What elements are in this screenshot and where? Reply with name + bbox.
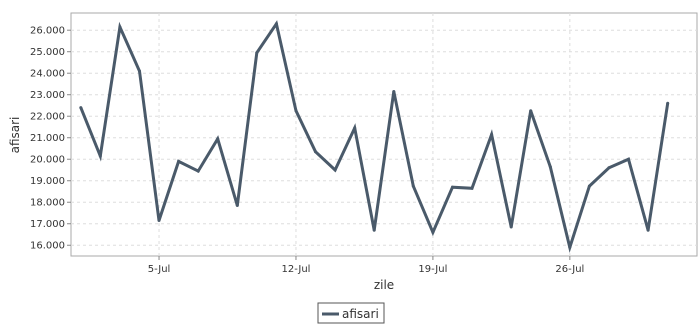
data-point (627, 157, 630, 161)
data-point (431, 230, 435, 234)
x-tick-label: 5-Jul (148, 264, 171, 275)
data-point (314, 150, 317, 154)
series-layer (79, 20, 670, 253)
y-tick-label: 20.000 (30, 155, 65, 166)
data-point (490, 133, 494, 136)
data-point (568, 245, 572, 249)
data-point (353, 126, 357, 130)
y-tick-label: 21.000 (30, 133, 65, 144)
data-point (666, 101, 670, 105)
data-point (216, 137, 220, 141)
data-point (333, 168, 337, 172)
data-point (235, 204, 239, 207)
data-point (157, 219, 161, 222)
legend: afisari (317, 302, 385, 324)
data-point (177, 159, 181, 163)
legend-label: afisari (342, 307, 379, 321)
data-point (451, 185, 454, 189)
x-tick-label: 19-Jul (418, 264, 447, 275)
x-axis: 5-Jul 12-Jul 19-Jul 26-Jul (148, 256, 584, 275)
data-point (274, 22, 278, 26)
data-point (529, 109, 533, 113)
y-tick-label: 24.000 (30, 69, 65, 80)
data-point (509, 225, 513, 229)
plot-area (70, 12, 698, 257)
data-point (646, 228, 650, 232)
y-tick-label: 26.000 (30, 26, 65, 37)
data-point (255, 51, 259, 55)
data-point (548, 165, 552, 169)
data-point (196, 169, 200, 173)
y-tick-label: 25.000 (30, 47, 65, 58)
data-point (470, 186, 474, 190)
x-tick-label: 12-Jul (281, 264, 310, 275)
data-point (587, 184, 591, 188)
y-tick-label: 19.000 (30, 176, 65, 187)
y-axis: 16.000 17.000 18.000 19.000 20.000 21.000 22.0… (30, 26, 71, 252)
x-tick-label: 26-Jul (555, 264, 584, 275)
data-point (98, 154, 102, 158)
data-point (607, 166, 611, 170)
data-point (411, 184, 415, 188)
y-tick-label: 23.000 (30, 90, 65, 101)
y-tick-label: 18.000 (30, 198, 65, 209)
y-tick-label: 16.000 (30, 241, 65, 252)
data-point (372, 228, 376, 232)
x-axis-title: zile (374, 278, 394, 292)
y-tick-label: 17.000 (30, 219, 65, 230)
y-axis-title: afisari (8, 117, 22, 154)
data-point (294, 109, 298, 113)
data-point (118, 25, 122, 29)
data-point (79, 106, 83, 110)
legend-box (317, 302, 385, 324)
y-tick-label: 22.000 (30, 112, 65, 123)
data-point (392, 90, 396, 93)
data-point (138, 69, 141, 73)
